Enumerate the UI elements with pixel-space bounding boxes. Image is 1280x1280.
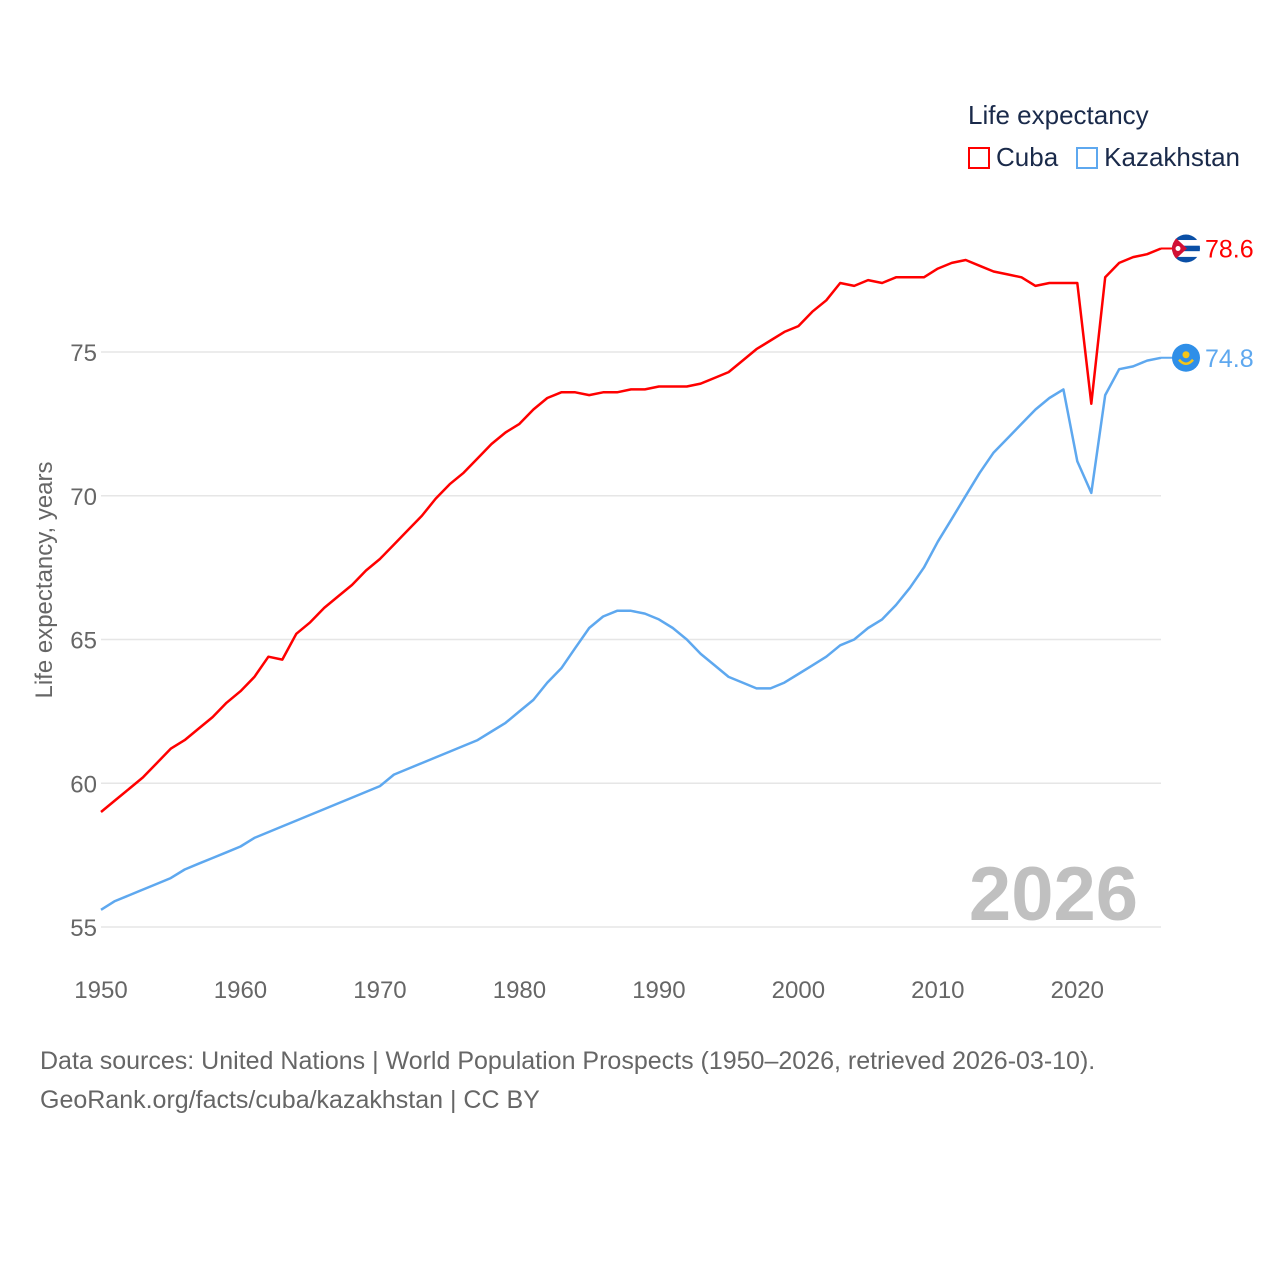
- y-tick-label: 75: [70, 340, 97, 367]
- legend-swatch-kazakhstan: [1076, 146, 1099, 169]
- legend-item-kazakhstan[interactable]: Kazakhstan: [1076, 142, 1240, 173]
- y-tick-label: 60: [70, 771, 97, 798]
- x-tick-label: 2010: [911, 977, 964, 1004]
- attribution-link[interactable]: GeoRank.org/facts/cuba/kazakhstan | CC B…: [40, 1086, 540, 1114]
- legend-label-cuba: Cuba: [996, 142, 1059, 172]
- y-tick-label: 55: [70, 915, 97, 942]
- end-value-label-cuba: 78.6: [1205, 236, 1254, 264]
- sun-icon: [1182, 351, 1190, 359]
- legend: Cuba Kazakhstan: [968, 142, 1258, 173]
- series-line-cuba[interactable]: [100, 247, 1162, 813]
- x-tick-label: 1970: [353, 977, 406, 1004]
- legend-label-kazakhstan: Kazakhstan: [1104, 142, 1241, 172]
- year-watermark: 2026: [969, 852, 1138, 937]
- x-tick-label: 1980: [493, 977, 546, 1004]
- legend-swatch-cuba: [968, 146, 990, 169]
- footer: Data sources: United Nations | World Pop…: [40, 1042, 1095, 1120]
- legend-item-cuba[interactable]: Cuba: [968, 142, 1058, 173]
- x-tick-label: 2000: [772, 977, 825, 1004]
- x-tick-label: 2020: [1051, 977, 1104, 1004]
- x-tick-label: 1950: [74, 977, 127, 1004]
- y-tick-label: 65: [70, 628, 97, 655]
- data-source-text: Data sources: United Nations | World Pop…: [40, 1047, 1096, 1075]
- end-value-label-kazakhstan: 74.8: [1205, 345, 1254, 373]
- eagle-icon: [1178, 358, 1194, 365]
- cuba-flag-icon: [1172, 234, 1200, 263]
- x-tick-label: 1960: [214, 977, 267, 1004]
- y-tick-label: 70: [70, 484, 97, 511]
- series-line-kazakhstan[interactable]: [100, 356, 1162, 911]
- legend-title: Life expectancy: [968, 100, 1149, 130]
- y-axis-label: Life expectancy, years: [31, 461, 58, 698]
- x-tick-label: 1990: [632, 977, 685, 1004]
